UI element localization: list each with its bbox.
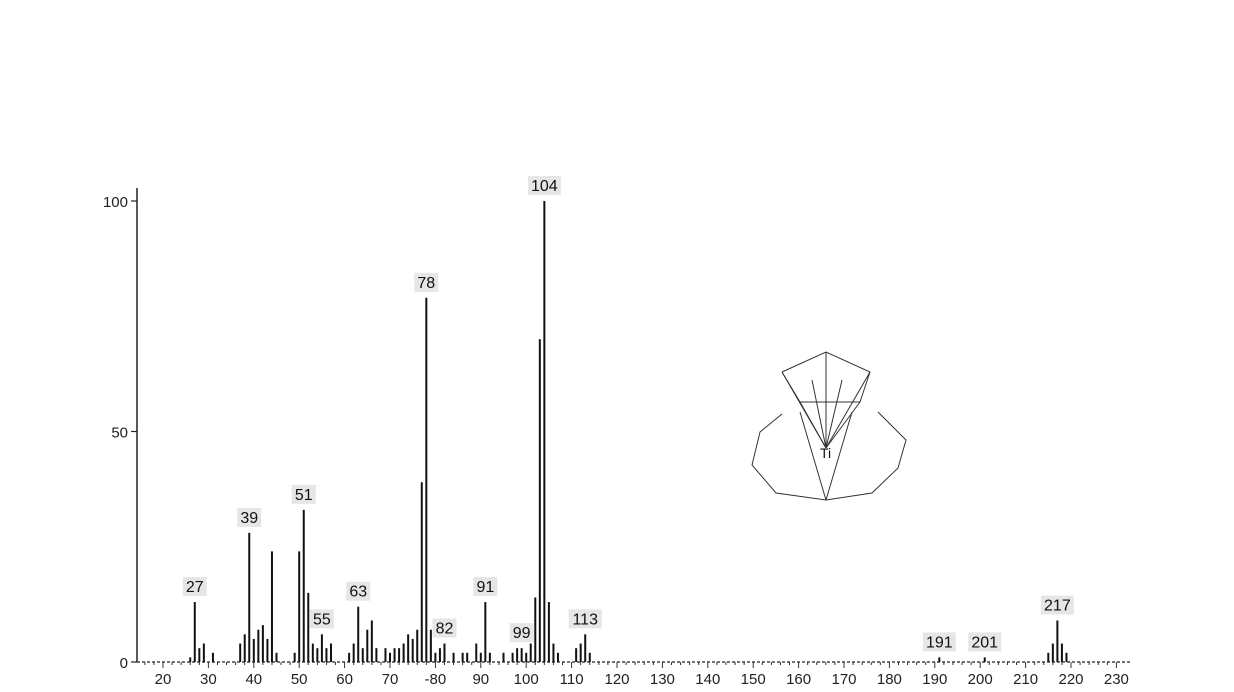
bond-line [799, 401, 827, 449]
peak-label: 191 [926, 634, 953, 651]
bond-line [825, 371, 871, 449]
x-tick-label: 180 [877, 671, 902, 688]
peak-label: 113 [572, 611, 598, 628]
x-tick-label: -80 [425, 671, 447, 688]
ring-bond [825, 411, 853, 501]
peak-label: 201 [971, 634, 998, 651]
x-tick-label: 120 [604, 671, 629, 688]
titanium-complex-structure: Ti [751, 351, 907, 501]
peak-label-bg [309, 609, 334, 629]
peak-label: 63 [349, 584, 367, 601]
x-tick-label: 150 [741, 671, 766, 688]
peak-label-bg [968, 632, 1002, 652]
bond-line [825, 401, 861, 449]
peak-label: 27 [186, 579, 204, 596]
x-tick-label: 220 [1058, 671, 1083, 688]
x-tick-label: 110 [560, 671, 584, 688]
x-tick-label: 60 [336, 671, 353, 688]
peak-label-bg [527, 176, 561, 195]
peak-label: 51 [295, 487, 313, 504]
peak-label-bg [568, 609, 602, 629]
x-tick-label: 230 [1104, 671, 1129, 688]
peaks [189, 201, 1068, 662]
peak-label: 217 [1044, 598, 1071, 615]
peak-labels: 27 39 51 55 63 78 82 91 99 104 113 191 201 217 [182, 176, 1074, 652]
peak-label-bg [509, 623, 534, 643]
x-tick-label: 40 [245, 671, 262, 688]
x-ticks: 20 30 40 50 60 70 -80 90 100 110 120 130 140 150 160 17… [144, 662, 1129, 688]
peak-label: 82 [436, 621, 454, 638]
peak-label-bg [346, 581, 371, 601]
peak-label-bg [432, 618, 457, 638]
peak-label-bg [182, 577, 207, 597]
peak-label: 99 [513, 625, 531, 642]
x-tick-label: 160 [786, 671, 811, 688]
x-tick-label: 190 [922, 671, 947, 688]
bond-line [825, 379, 843, 449]
y-ticks: 0 50 100 [103, 194, 137, 672]
bond-line [811, 379, 827, 449]
x-tick-label: 210 [1013, 671, 1038, 688]
y-tick-label: 0 [120, 655, 128, 672]
x-tick-label: 200 [968, 671, 993, 688]
x-tick-label: 170 [831, 671, 856, 688]
x-tick-label: 30 [200, 671, 217, 688]
x-tick-label: 20 [155, 671, 172, 688]
x-tick-label: 130 [650, 671, 675, 688]
peak-label-bg [473, 577, 498, 597]
x-tick-label: 100 [514, 671, 539, 688]
peak-label-bg [1040, 595, 1074, 615]
peak-label-bg [291, 484, 316, 504]
y-tick-label: 50 [111, 425, 128, 442]
peak-label-bg [414, 272, 439, 292]
peak-label-bg [922, 632, 956, 652]
peak-label: 55 [313, 611, 331, 628]
ring-bond [799, 411, 827, 501]
ti-atom-label: Ti [820, 445, 831, 461]
peak-label: 104 [531, 178, 558, 195]
x-tick-label: 70 [382, 671, 399, 688]
x-tick-label: 50 [291, 671, 308, 688]
peak-label: 78 [417, 275, 435, 292]
peak-label: 91 [476, 579, 494, 596]
x-tick-label: 90 [472, 671, 489, 688]
axes [136, 188, 1130, 663]
peak-label-bg [237, 507, 262, 527]
peak-label: 39 [240, 510, 258, 527]
x-tick-label: 140 [695, 671, 720, 688]
y-tick-label: 100 [103, 194, 128, 211]
